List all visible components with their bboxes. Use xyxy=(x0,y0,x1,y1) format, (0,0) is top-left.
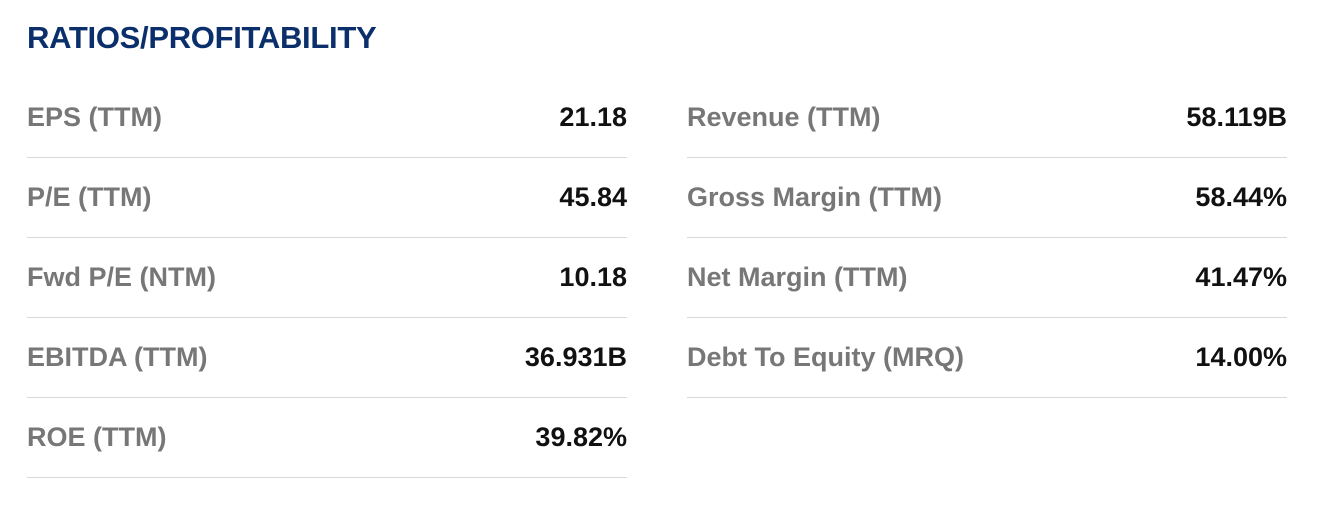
section-title: RATIOS/PROFITABILITY xyxy=(27,20,377,55)
metric-label: Fwd P/E (NTM) xyxy=(27,262,216,292)
metric-value: 45.84 xyxy=(559,182,627,212)
metric-label: EBITDA (TTM) xyxy=(27,342,208,372)
metric-row: Fwd P/E (NTM) 10.18 xyxy=(27,238,627,318)
right-column: Revenue (TTM) 58.119B Gross Margin (TTM) 58… xyxy=(687,78,1287,398)
metric-label: Gross Margin (TTM) xyxy=(687,182,942,212)
metric-row: Gross Margin (TTM) 58.44% xyxy=(687,158,1287,238)
metric-row: EPS (TTM) 21.18 xyxy=(27,78,627,158)
metric-value: 41.47% xyxy=(1195,262,1287,292)
metric-label: Debt To Equity (MRQ) xyxy=(687,342,964,372)
metric-label: Revenue (TTM) xyxy=(687,102,881,132)
metric-label: EPS (TTM) xyxy=(27,102,162,132)
metric-value: 58.44% xyxy=(1195,182,1287,212)
metric-value: 36.931B xyxy=(524,342,627,372)
metric-value: 14.00% xyxy=(1195,342,1287,372)
metric-value: 39.82% xyxy=(535,422,627,452)
metric-value: 58.119B xyxy=(1186,102,1287,132)
metric-value: 21.18 xyxy=(559,102,627,132)
metric-row: Debt To Equity (MRQ) 14.00% xyxy=(687,318,1287,398)
metric-label: P/E (TTM) xyxy=(27,182,152,212)
left-column: EPS (TTM) 21.18 P/E (TTM) 45.84 Fwd P/E (NTM… xyxy=(27,78,627,478)
metric-value: 10.18 xyxy=(559,262,627,292)
metric-row: Revenue (TTM) 58.119B xyxy=(687,78,1287,158)
metric-row: Net Margin (TTM) 41.47% xyxy=(687,238,1287,318)
metric-row: EBITDA (TTM) 36.931B xyxy=(27,318,627,398)
metric-label: ROE (TTM) xyxy=(27,422,167,452)
metric-row: ROE (TTM) 39.82% xyxy=(27,398,627,478)
metric-label: Net Margin (TTM) xyxy=(687,262,908,292)
metric-row: P/E (TTM) 45.84 xyxy=(27,158,627,238)
